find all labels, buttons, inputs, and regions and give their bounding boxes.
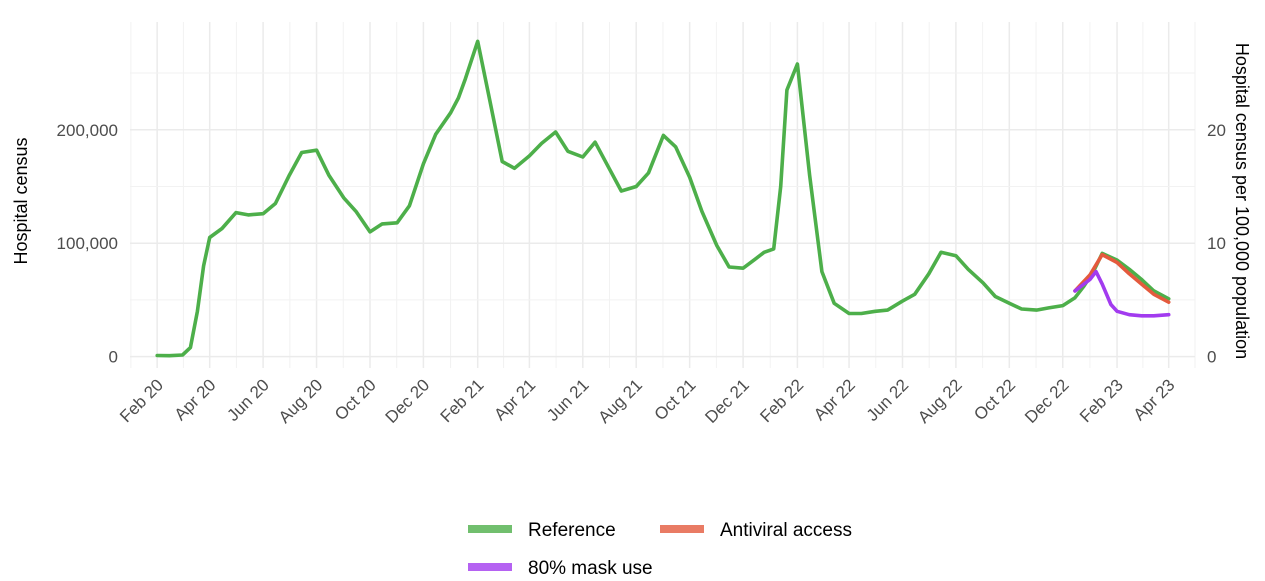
x-tick-label: Aug 22 <box>914 375 966 427</box>
y-tick-label-left: 100,000 <box>57 234 118 253</box>
x-tick-label: Jun 20 <box>223 375 273 425</box>
y-tick-label-left: 0 <box>109 348 118 367</box>
x-tick-label: Feb 20 <box>116 375 167 426</box>
y-axis-left-title: Hospital census <box>11 137 31 264</box>
series-line-antiviral-access <box>1073 252 1171 304</box>
x-axis-ticks: Feb 20 Apr 20 Jun 20 Aug 20 Oct 20 Dec 20 Feb … <box>116 375 1178 427</box>
legend-item-mask: 80% mask use <box>468 558 653 579</box>
x-tick-label: Dec 21 <box>701 375 753 427</box>
legend: Reference Antiviral access 80% mask use <box>468 520 852 579</box>
y-axis-right-title: Hospital census per 100,000 population <box>1232 43 1252 359</box>
x-tick-label: Dec 20 <box>382 375 434 427</box>
x-tick-label: Apr 20 <box>171 375 220 424</box>
legend-label-reference: Reference <box>528 520 616 541</box>
series-line-reference <box>155 39 1171 358</box>
x-tick-label: Jun 22 <box>863 375 913 425</box>
y-axis-right-ticks: 0 10 20 <box>1207 121 1226 367</box>
series-layer <box>155 39 1171 358</box>
x-tick-label: Apr 23 <box>1130 375 1179 424</box>
x-tick-label: Oct 21 <box>651 375 700 424</box>
y-axis-left-ticks: 0 100,000 200,000 <box>57 121 118 367</box>
x-tick-label: Feb 23 <box>1076 375 1127 426</box>
y-tick-label-left: 200,000 <box>57 121 118 140</box>
legend-item-antiviral: Antiviral access <box>660 520 852 541</box>
legend-swatch-mask <box>468 563 512 571</box>
x-tick-label: Feb 22 <box>756 375 807 426</box>
x-tick-label: Aug 21 <box>594 375 646 427</box>
x-tick-label: Aug 20 <box>275 375 327 427</box>
y-tick-label-right: 20 <box>1207 121 1226 140</box>
x-tick-label: Apr 21 <box>490 375 539 424</box>
grid <box>130 22 1196 368</box>
x-tick-label: Feb 21 <box>437 375 488 426</box>
x-tick-label: Apr 22 <box>810 375 859 424</box>
legend-item-reference: Reference <box>468 520 616 541</box>
x-tick-label: Oct 22 <box>970 375 1019 424</box>
legend-label-antiviral: Antiviral access <box>720 520 852 541</box>
y-tick-label-right: 10 <box>1207 234 1226 253</box>
series-line-80-mask-use <box>1073 269 1171 318</box>
x-tick-label: Dec 22 <box>1021 375 1073 427</box>
legend-swatch-antiviral <box>660 525 704 533</box>
x-tick-label: Oct 20 <box>331 375 380 424</box>
legend-swatch-reference <box>468 525 512 533</box>
legend-label-mask: 80% mask use <box>528 558 653 579</box>
x-tick-label: Jun 21 <box>543 375 593 425</box>
y-tick-label-right: 0 <box>1207 348 1216 367</box>
